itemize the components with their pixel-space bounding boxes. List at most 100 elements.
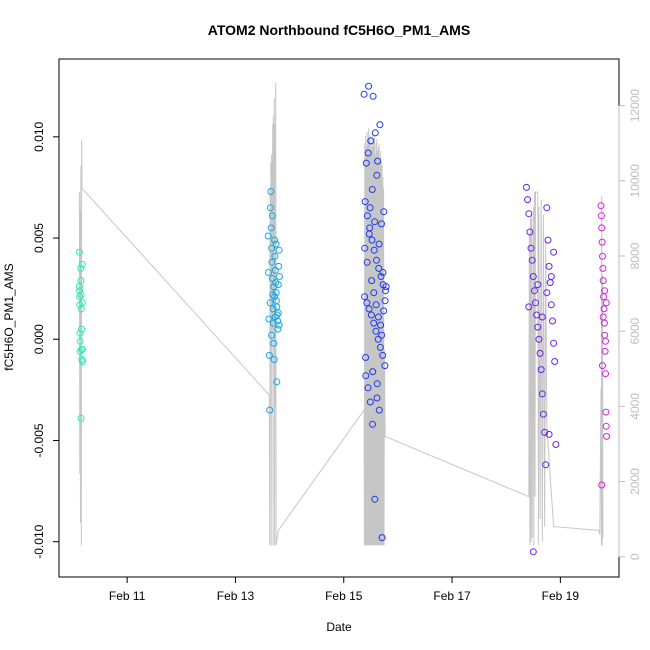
data-point [361, 244, 369, 252]
data-point [530, 287, 538, 295]
data-point [378, 220, 385, 228]
data-point [382, 283, 390, 291]
data-point [602, 299, 610, 307]
data-point [77, 291, 85, 299]
x-tick-label: Feb 17 [433, 589, 471, 603]
data-point [77, 277, 85, 285]
data-point [368, 186, 376, 193]
data-point [597, 212, 605, 220]
data-point [378, 534, 386, 542]
data-point [603, 432, 611, 440]
y2-tick-label: 0 [628, 553, 642, 560]
data-point [600, 305, 608, 313]
y2-tick-label: 12000 [628, 89, 642, 123]
data-point [601, 287, 609, 295]
altitude-series [78, 82, 604, 546]
data-point [541, 428, 549, 436]
data-point [534, 323, 542, 331]
data-point [267, 224, 275, 232]
data-point [547, 301, 555, 309]
data-point [527, 244, 535, 252]
data-point [545, 430, 553, 438]
y2-tick-label: 2000 [628, 468, 642, 495]
data-point [366, 204, 374, 212]
data-point [363, 212, 371, 220]
data-point [76, 337, 84, 345]
data-point [535, 335, 543, 343]
data-point [275, 246, 283, 254]
y-tick-label: -0.010 [32, 524, 46, 558]
chart-title: ATOM2 Northbound fC5H6O_PM1_AMS [208, 22, 470, 38]
data-point [536, 349, 544, 357]
data-point [599, 313, 607, 321]
point-series-4 [523, 183, 560, 556]
data-point [529, 273, 537, 280]
data-point [532, 299, 539, 307]
data-point [364, 149, 372, 157]
data-point [274, 317, 282, 325]
x-tick-label: Feb 15 [325, 589, 363, 603]
data-point [274, 281, 282, 289]
data-point [376, 343, 384, 351]
data-point [367, 311, 375, 319]
data-point [274, 325, 282, 333]
data-point [370, 246, 378, 254]
data-point [361, 293, 369, 301]
data-point [362, 354, 370, 361]
point-series-5 [597, 202, 611, 489]
data-point [380, 208, 388, 216]
data-point [543, 289, 551, 297]
x-axis-label: Date [326, 620, 352, 634]
data-point [270, 356, 278, 363]
data-point [601, 347, 609, 355]
y-axis-left: -0.010 -0.005 0.000 0.005 0.010 [32, 121, 60, 559]
data-point [373, 394, 381, 402]
data-point [76, 293, 84, 301]
data-point [78, 299, 86, 307]
data-point [275, 321, 283, 329]
data-point [547, 273, 555, 280]
data-point [374, 313, 382, 321]
data-point [267, 188, 275, 195]
data-point [375, 240, 383, 248]
data-point [79, 358, 87, 365]
data-point [599, 362, 606, 370]
data-point [523, 183, 530, 191]
data-point [266, 406, 274, 414]
data-point [265, 315, 273, 323]
data-point [373, 380, 381, 388]
data-point [525, 210, 533, 218]
data-point [264, 232, 272, 240]
data-point [376, 121, 384, 129]
data-point [368, 277, 376, 285]
data-point [77, 414, 85, 422]
data-point [363, 299, 371, 307]
point-series-1 [75, 248, 87, 422]
data-point [76, 329, 84, 337]
data-point [268, 212, 276, 220]
data-point [544, 236, 552, 244]
data-point [271, 293, 279, 301]
data-point [371, 495, 379, 503]
data-point [377, 273, 385, 280]
y2-tick-label: 8000 [628, 242, 642, 269]
data-point [539, 410, 547, 418]
y2-tick-label: 6000 [628, 317, 642, 344]
data-point [265, 269, 272, 276]
data-point [371, 129, 379, 137]
data-point [360, 90, 368, 98]
data-point [550, 339, 558, 347]
data-point [369, 420, 376, 428]
y2-tick-label: 10000 [628, 164, 642, 198]
data-point [545, 262, 553, 270]
data-point [366, 398, 374, 406]
y-axis-label: fC5H6O_PM1_AMS [2, 263, 16, 370]
data-point [599, 252, 606, 260]
data-point [369, 92, 377, 100]
data-point [542, 461, 550, 469]
data-point [368, 236, 376, 244]
altitude-line [78, 82, 604, 546]
data-point [268, 244, 276, 252]
data-point [370, 289, 378, 297]
